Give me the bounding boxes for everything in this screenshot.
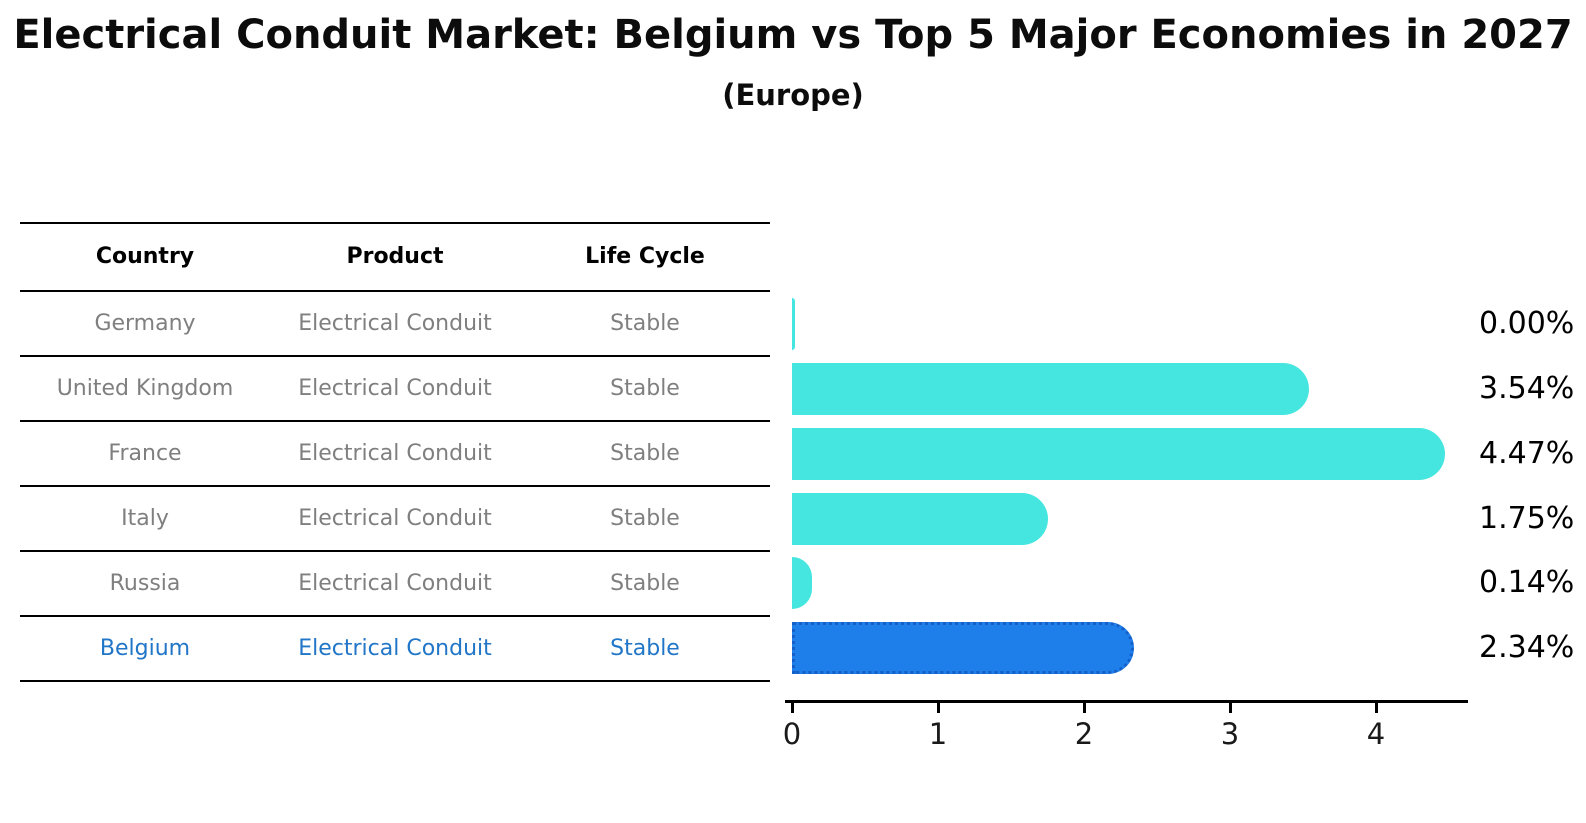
table-cell-product: Electrical Conduit [298,441,492,466]
chart-title: Electrical Conduit Market: Belgium vs To… [13,12,1573,58]
column-header-product: Product [346,244,444,269]
table-cell-country: Russia [109,571,181,596]
bar-value-label-united-kingdom: 3.54% [1479,371,1575,406]
table-row-russia: Russia Electrical Conduit Stable [20,552,770,617]
x-axis-tick [1229,703,1232,713]
bar-value-label-belgium: 2.34% [1479,630,1575,665]
bar-value-label-germany: 0.00% [1479,306,1575,341]
table-cell-country: Belgium [99,636,191,661]
table-cell-country: United Kingdom [56,376,234,401]
table-row-united-kingdom: United Kingdom Electrical Conduit Stable [20,357,770,422]
column-header-life-cycle: Life Cycle [585,244,705,269]
x-axis-tick [1375,703,1378,713]
bar-germany [792,298,795,350]
x-axis-tick [937,703,940,713]
table-row-france: France Electrical Conduit Stable [20,422,770,487]
table-row-italy: Italy Electrical Conduit Stable [20,487,770,552]
bar-value-label-france: 4.47% [1479,436,1575,471]
table-cell-product: Electrical Conduit [298,311,492,336]
x-axis-tick [791,703,794,713]
bar-italy [792,493,1048,545]
bar-united-kingdom [792,363,1309,415]
table-cell-life-cycle: Stable [610,311,680,336]
x-axis-tick-label: 1 [928,717,948,751]
table-header-row: Country Product Life Cycle [20,224,770,292]
bar-value-label-russia: 0.14% [1479,565,1575,600]
x-axis-tick-label: 3 [1220,717,1240,751]
table-cell-life-cycle: Stable [610,441,680,466]
table-row-belgium: Belgium Electrical Conduit Stable [20,617,770,682]
table-cell-product: Electrical Conduit [298,571,492,596]
table-cell-country: Germany [94,311,196,336]
x-axis [785,700,1468,703]
bar-france [792,428,1445,480]
table-cell-life-cycle: Stable [610,506,680,531]
x-axis-tick-label: 2 [1074,717,1094,751]
table-body: Germany Electrical Conduit Stable United Ki… [20,292,770,682]
bar-chart: 0.00% 3.54% 4.47% 1.75% 0.14% 2.34% 0 1 2 3 4 [782,290,1586,823]
bar-belgium [792,622,1134,674]
table-cell-life-cycle: Stable [610,571,680,596]
data-table: Country Product Life Cycle Germany Electr… [20,222,770,682]
x-axis-tick-label: 4 [1366,717,1386,751]
table-cell-life-cycle: Stable [610,636,680,661]
table-cell-life-cycle: Stable [610,376,680,401]
table-row-germany: Germany Electrical Conduit Stable [20,292,770,357]
bar-russia [792,557,812,609]
column-header-country: Country [95,244,195,269]
table-cell-country: France [108,441,182,466]
bar-value-label-italy: 1.75% [1479,501,1575,536]
table-cell-country: Italy [121,506,169,531]
table-cell-product: Electrical Conduit [298,506,492,531]
x-axis-tick [1083,703,1086,713]
table-cell-product: Electrical Conduit [298,636,492,661]
x-axis-tick-label: 0 [782,717,802,751]
table-cell-product: Electrical Conduit [298,376,492,401]
chart-subtitle: (Europe) [722,78,864,112]
